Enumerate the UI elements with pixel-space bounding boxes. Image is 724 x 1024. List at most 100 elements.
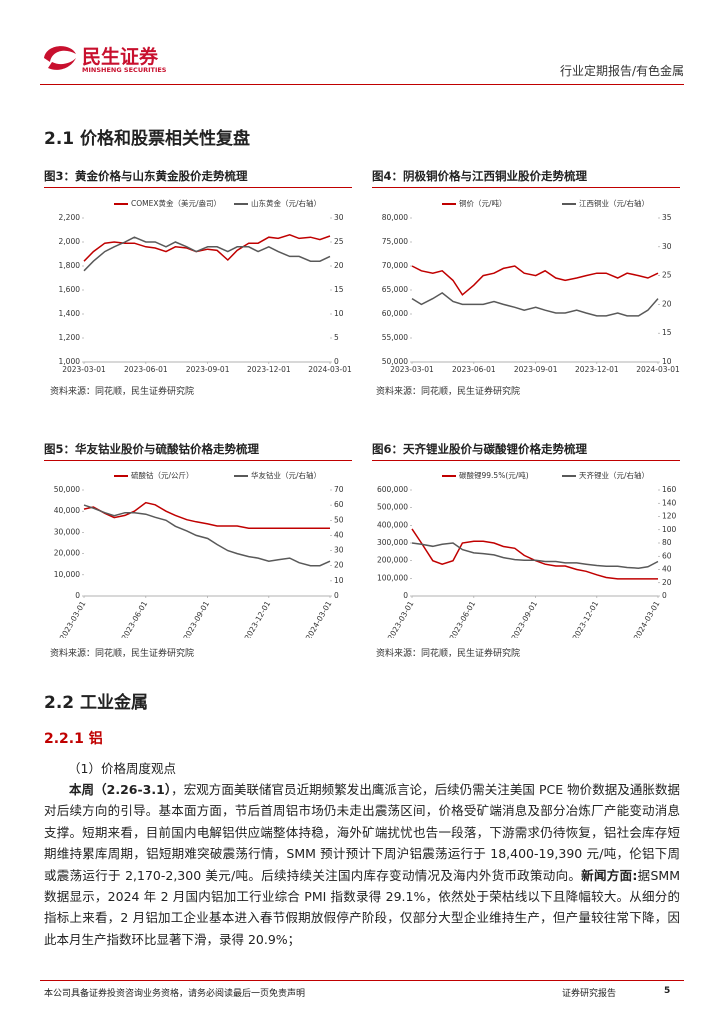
x-tick-label: 2024-03-01 — [308, 365, 352, 374]
figure-source: 资料来源：同花顺，民生证券研究院 — [50, 387, 195, 397]
y2-tick-label: 30 — [334, 546, 344, 555]
y2-tick-label: 160 — [662, 485, 677, 494]
y-tick-label: 1,200 — [59, 333, 81, 342]
legend-label: COMEX黄金（美元/盎司） — [131, 198, 221, 208]
y-tick-label: 600,000 — [377, 485, 408, 494]
lead: 本周（2.26-3.1） — [69, 782, 172, 797]
y2-tick-label: 70 — [334, 485, 344, 494]
subsection-title: 2.2.1 铝 — [44, 731, 103, 747]
y-tick-label: 2,200 — [59, 213, 81, 222]
y-tick-label: 40,000 — [54, 506, 80, 515]
y-tick-label: 200,000 — [377, 556, 408, 565]
x-tick-label: 2023-12-01 — [571, 599, 601, 638]
y2-tick-label: 80 — [662, 538, 672, 547]
y-tick-label: 300,000 — [377, 538, 408, 547]
footer-rule — [40, 980, 684, 981]
y-tick-label: 500,000 — [377, 503, 408, 512]
y2-tick-label: 20 — [662, 299, 672, 308]
y2-tick-label: 40 — [662, 565, 672, 574]
y-tick-label: 0 — [403, 591, 408, 600]
brand-en: MINSHENG SECURITIES — [82, 66, 167, 74]
y2-tick-label: 100 — [662, 525, 677, 534]
brand: 民生证券 — [82, 46, 159, 68]
x-tick-label: 2023-09-01 — [182, 599, 212, 638]
chart: 50,000 55,000 60,000 65,000 70,000 75,000 80,0… — [382, 198, 680, 374]
y-tick-label: 1,400 — [59, 309, 81, 318]
y-tick-label: 0 — [75, 591, 80, 600]
x-tick-label: 2024-03-01 — [636, 365, 680, 374]
figure-source: 资料来源：同花顺，民生证券研究院 — [376, 649, 521, 659]
legend-label: 铜价（元/吨） — [459, 198, 507, 208]
y2-tick-label: 50 — [334, 515, 344, 524]
y-tick-label: 30,000 — [54, 527, 80, 536]
series-line — [83, 234, 331, 262]
x-tick-label: 2023-12-01 — [575, 365, 619, 374]
x-tick-label: 2023-09-01 — [510, 599, 540, 638]
figure-source: 资料来源：同花顺，民生证券研究院 — [50, 649, 195, 659]
y2-tick-label: 0 — [334, 591, 339, 600]
series-line — [411, 528, 658, 580]
x-tick-label: 2023-09-01 — [186, 365, 230, 374]
figure-title: 图5：华友钴业股价与硫酸钴价格走势梳理 — [44, 441, 352, 461]
legend-label: 硫酸钴（元/公斤） — [131, 470, 194, 480]
paragraph: 本周（2.26-3.1），宏观方面美联储官员近期频繁发出鹰派言论，后续仍需关注美… — [44, 779, 680, 950]
section-title: 2.1 价格和股票相关性复盘 — [44, 129, 251, 149]
page-number: 5 — [664, 986, 671, 996]
y2-tick-label: 5 — [334, 333, 339, 342]
legend-label: 江西铜业（元/右轴） — [579, 198, 649, 208]
legend-label: 山东黄金（元/右轴） — [251, 198, 321, 208]
x-tick-label: 2023-06-01 — [452, 365, 496, 374]
series-line — [411, 542, 659, 569]
section-title: 2.2 工业金属 — [44, 693, 149, 713]
paragraph-text: 本周（2.26-3.1），宏观方面美联储官员近期频繁发出鹰派言论，后续仍需关注美… — [44, 779, 680, 950]
series-line — [83, 504, 331, 567]
y-tick-label: 70,000 — [382, 261, 408, 270]
y2-tick-label: 30 — [334, 213, 344, 222]
legend-label: 天齐锂业（元/右轴） — [579, 470, 649, 480]
x-tick-label: 2023-12-01 — [243, 599, 273, 638]
y2-tick-label: 140 — [662, 498, 677, 507]
text: ，宏观方面美联储官员近期频繁发出鹰派言论，后续仍需关注美国 PCE 物价数据及通… — [44, 782, 680, 883]
logo-icon — [44, 46, 76, 70]
x-tick-label: 2024-03-01 — [632, 599, 662, 638]
y2-tick-label: 60 — [334, 500, 344, 509]
y-tick-label: 50,000 — [382, 357, 408, 366]
chart: 0 10,000 20,000 30,000 40,000 50,000 0 10 20 30 40… — [54, 470, 344, 638]
news-label: 新闻方面: — [581, 867, 638, 883]
y2-tick-label: 10 — [334, 576, 344, 585]
legend-label: 碳酸锂99.5%(元/吨) — [459, 470, 529, 480]
series-line — [83, 501, 330, 529]
x-tick-label: 2023-12-01 — [247, 365, 291, 374]
y2-tick-label: 15 — [662, 328, 672, 337]
y2-tick-label: 20 — [334, 261, 344, 270]
x-tick-label: 2023-03-01 — [62, 365, 106, 374]
y-tick-label: 1,800 — [59, 261, 81, 270]
y2-tick-label: 20 — [662, 578, 672, 587]
figure-source: 资料来源：同花顺，民生证券研究院 — [376, 387, 521, 397]
x-tick-label: 2023-09-01 — [514, 365, 558, 374]
disclaimer: 本公司具备证券投资咨询业务资格，请务必阅读最后一页免责声明 — [44, 989, 306, 999]
y-tick-label: 2,000 — [59, 237, 81, 246]
figure-title: 图4：阴极铜价格与江西铜业股价走势梳理 — [372, 168, 680, 188]
y2-tick-label: 30 — [662, 242, 672, 251]
report-type: 行业定期报告/有色金属 — [559, 64, 684, 78]
series-line — [83, 236, 331, 272]
y-tick-label: 1,000 — [59, 357, 81, 366]
y-tick-label: 100,000 — [377, 573, 408, 582]
y-tick-label: 50,000 — [54, 485, 80, 494]
y-tick-label: 60,000 — [382, 309, 408, 318]
text: 据SMM 数据显示，2024 年 2 月国内铝加工行业综合 PMI 指数录得 2… — [44, 867, 680, 947]
item-title: （1）价格周度观点 — [68, 761, 176, 776]
y-tick-label: 80,000 — [382, 213, 408, 222]
x-tick-label: 2024-03-01 — [304, 599, 334, 638]
y-tick-label: 55,000 — [382, 333, 408, 342]
y2-tick-label: 25 — [662, 271, 672, 280]
series-line — [411, 265, 659, 296]
y2-tick-label: 0 — [662, 591, 667, 600]
y2-tick-label: 15 — [334, 285, 344, 294]
y-tick-label: 400,000 — [377, 520, 408, 529]
x-tick-label: 2023-03-01 — [390, 365, 434, 374]
footer-label: 证券研究报告 — [562, 989, 617, 999]
y2-tick-label: 120 — [662, 512, 677, 521]
y2-tick-label: 60 — [662, 551, 672, 560]
